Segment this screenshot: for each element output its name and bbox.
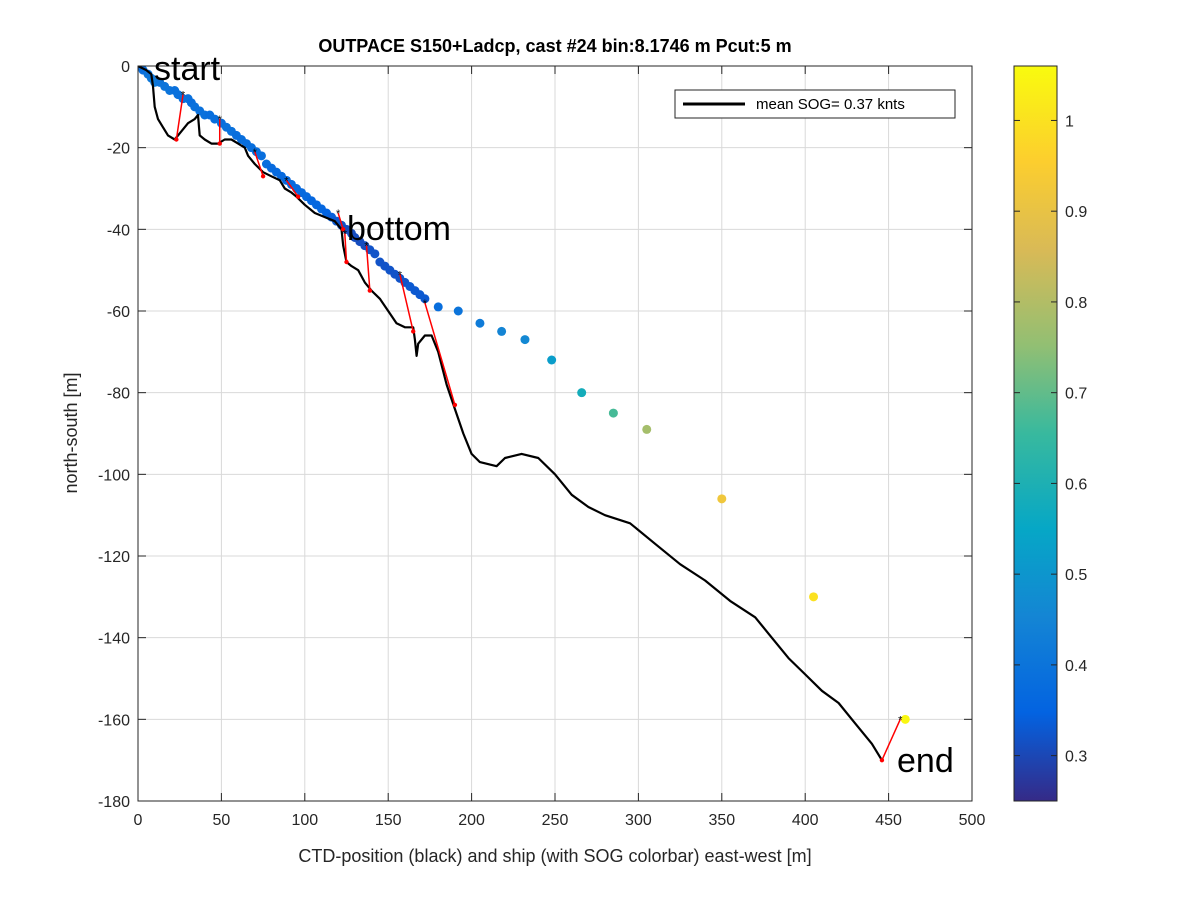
ship-point <box>520 335 530 345</box>
x-tick-label: 200 <box>458 812 485 829</box>
vector-start-marker: * <box>253 147 258 159</box>
ship-point <box>475 318 485 328</box>
colorbar-tick-label: 0.9 <box>1065 204 1087 221</box>
offset-vector <box>344 233 348 263</box>
x-tick-label: 100 <box>291 812 318 829</box>
ctd-track-line <box>138 66 883 761</box>
vector-start-marker: * <box>284 175 289 187</box>
x-tick-label: 250 <box>542 812 569 829</box>
vector-end-marker <box>295 194 301 199</box>
vector-start-marker: * <box>898 714 903 726</box>
colorbar-tick-label: 0.7 <box>1065 386 1087 403</box>
colorbar-tick-label: 0.4 <box>1065 658 1087 675</box>
y-tick-label: -120 <box>98 549 130 566</box>
chart-title: OUTPACE S150+Ladcp, cast #24 bin:8.1746 … <box>318 36 791 56</box>
offset-vector <box>365 245 371 291</box>
ship-point <box>608 408 618 418</box>
ship-point <box>453 306 463 316</box>
ship-point <box>256 151 266 161</box>
y-tick-label: -180 <box>98 794 130 811</box>
vector-end-marker <box>367 288 373 293</box>
vector-end-marker <box>260 174 266 179</box>
annotation-start: start <box>154 50 221 88</box>
offset-vector <box>175 94 184 140</box>
offset-vector <box>285 179 299 198</box>
x-tick-label: 350 <box>708 812 735 829</box>
ship-point <box>433 302 443 312</box>
ship-point <box>577 388 587 398</box>
ship-point <box>210 114 220 124</box>
ticks: 0 50 100 150 200 250 300 350 400 450 500 0 -20 -40 -60… <box>98 59 985 829</box>
vector-start-marker: * <box>364 241 369 253</box>
y-axis-label: north-south [m] <box>61 372 81 493</box>
vector-end-marker <box>452 402 458 408</box>
offset-vector <box>337 212 344 230</box>
y-tick-label: -140 <box>98 631 130 648</box>
annotation-bottom: bottom <box>347 210 451 248</box>
vector-start-marker: * <box>343 228 348 240</box>
x-tick-label: 150 <box>375 812 402 829</box>
vector-start-marker: * <box>218 114 223 126</box>
ship-point <box>717 494 727 504</box>
vector-end-marker <box>217 141 222 146</box>
x-tick-label: 400 <box>792 812 819 829</box>
x-tick-label: 450 <box>875 812 902 829</box>
y-tick-label: -40 <box>107 222 130 239</box>
colorbar-tick-label: 0.6 <box>1065 476 1087 493</box>
y-tick-label: -100 <box>98 467 130 484</box>
ship-point <box>420 294 430 304</box>
colorbar-tick-label: 0.8 <box>1065 295 1087 312</box>
colorbar-tick-label: 0.3 <box>1065 749 1087 766</box>
colorbar-tick-label: 0.5 <box>1065 567 1087 584</box>
colorbar-ticks: 0.3 0.4 0.5 0.6 0.7 0.8 0.9 1 <box>1014 113 1087 766</box>
vector-end-marker <box>879 757 885 763</box>
legend: mean SOG= 0.37 knts <box>674 89 956 119</box>
ship-point <box>900 714 910 724</box>
ship-point <box>642 424 652 434</box>
y-tick-label: -160 <box>98 712 130 729</box>
x-axis-label: CTD-position (black) and ship (with SOG … <box>298 846 811 866</box>
offset-vector <box>399 274 414 332</box>
vector-end-marker <box>411 329 416 334</box>
vector-start-marker: * <box>398 269 403 281</box>
y-tick-label: -20 <box>107 141 130 158</box>
colorbar-bar <box>1013 65 1058 802</box>
vector-end-marker <box>344 259 349 265</box>
x-tick-label: 500 <box>959 812 986 829</box>
vector-start-marker: * <box>336 208 341 220</box>
x-tick-label: 0 <box>134 812 143 829</box>
y-tick-label: -60 <box>107 304 130 321</box>
y-tick-label: 0 <box>121 59 130 76</box>
annotation-end: end <box>897 742 954 780</box>
legend-entry: mean SOG= 0.37 knts <box>756 96 905 113</box>
colorbar: 0.3 0.4 0.5 0.6 0.7 0.8 0.9 1 <box>1013 65 1087 802</box>
data-layer: ********** <box>138 66 910 763</box>
ship-point <box>370 249 380 259</box>
ship-point <box>547 355 557 365</box>
x-tick-label: 50 <box>213 812 231 829</box>
ship-point <box>497 326 507 336</box>
colorbar-tick-label: 1 <box>1065 113 1074 130</box>
vector-end-marker <box>340 227 346 232</box>
ship-point <box>809 592 819 602</box>
vector-end-marker <box>174 137 179 142</box>
y-tick-label: -80 <box>107 386 130 403</box>
vector-start-marker: * <box>181 90 186 102</box>
offset-vector <box>424 302 456 406</box>
offset-vector <box>881 719 901 761</box>
x-tick-label: 300 <box>625 812 652 829</box>
offset-vector <box>254 151 264 177</box>
vector-start-marker: * <box>423 298 428 310</box>
